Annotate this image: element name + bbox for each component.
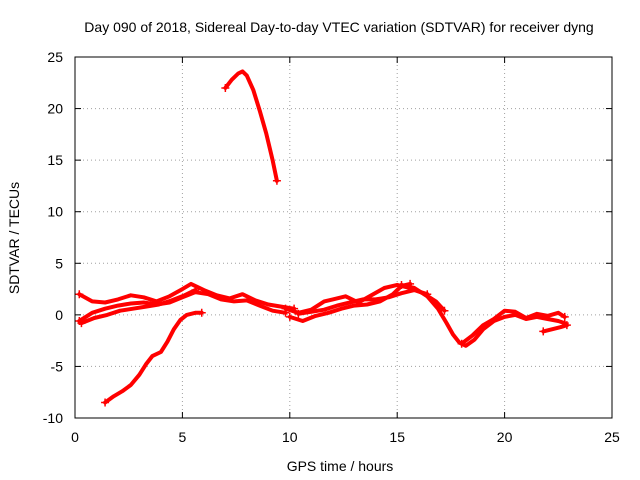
y-tick-label: 10	[47, 204, 63, 220]
y-tick-label: 0	[55, 307, 63, 323]
y-tick-labels: -10 -5 0 5 10 15 20 25	[43, 49, 63, 426]
series-line-satellite-track-e	[287, 281, 413, 323]
series-line-satellite-track-rising	[103, 310, 204, 405]
series-endpoint-marker	[191, 286, 200, 295]
series-line-satellite-track-h	[459, 308, 567, 346]
x-tick-label: 5	[179, 429, 187, 445]
y-tick-label: 20	[47, 101, 63, 117]
series-line-satellite-track-g	[399, 282, 567, 348]
x-tick-labels: 0 5 10 15 20 25	[71, 429, 620, 445]
series-endpoint-marker	[539, 327, 548, 336]
series-endpoint-marker	[221, 83, 230, 92]
y-tick-label: 5	[55, 255, 63, 271]
series-line-satellite-track-high	[223, 69, 279, 183]
series-endpoint-marker	[272, 176, 281, 185]
plot-frame	[74, 56, 613, 419]
series-endpoint-marker	[281, 304, 290, 313]
series-endpoint-marker	[294, 309, 303, 318]
x-tick-label: 20	[497, 429, 513, 445]
y-tick-label: 15	[47, 152, 63, 168]
series-endpoint-marker	[397, 280, 406, 289]
y-tick-label: -5	[51, 358, 64, 374]
series-endpoint-marker	[75, 290, 84, 299]
tick-marks	[74, 56, 613, 419]
series-line-satellite-track-a	[77, 281, 297, 311]
series-endpoint-marker	[101, 398, 110, 407]
x-tick-label: 10	[282, 429, 298, 445]
series-line-satellite-track-f	[296, 288, 430, 316]
y-tick-label: 25	[47, 49, 63, 65]
y-axis-label: SDTVAR / TECUs	[6, 182, 22, 294]
series-endpoint-marker	[457, 339, 466, 348]
series-line-satellite-track-c	[79, 288, 198, 326]
chart-title: Day 090 of 2018, Sidereal Day-to-day VTE…	[84, 19, 593, 35]
series-endpoint-marker	[562, 321, 571, 330]
series-layer	[75, 69, 571, 407]
x-tick-label: 25	[604, 429, 620, 445]
y-tick-label: -10	[43, 410, 63, 426]
series-line-satellite-track-i	[541, 323, 569, 334]
series-endpoint-marker	[440, 306, 449, 315]
grid-lines	[75, 57, 612, 418]
x-axis-label: GPS time / hours	[287, 458, 394, 474]
series-endpoint-marker	[197, 308, 206, 317]
series-endpoint-marker	[560, 312, 569, 321]
x-tick-label: 0	[71, 429, 79, 445]
series-endpoint-marker	[77, 319, 86, 328]
x-tick-label: 15	[389, 429, 405, 445]
series-endpoint-marker	[285, 312, 294, 321]
